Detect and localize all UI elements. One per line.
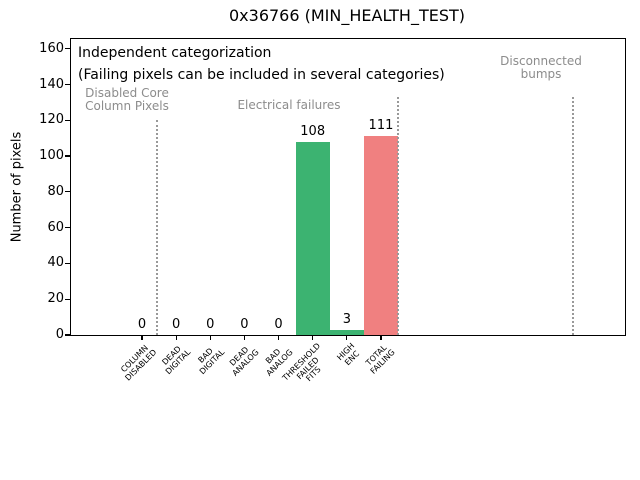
y-tick-mark	[65, 119, 70, 121]
bar	[295, 141, 330, 335]
group-caption-disconnected-bumps: Disconnected bumps	[500, 54, 582, 81]
note-annotation: Independent categorization (Failing pixe…	[78, 45, 445, 83]
x-tick-mark	[277, 335, 280, 340]
y-tick-label: 140	[39, 76, 64, 92]
y-tick-label: 20	[47, 291, 64, 307]
y-axis-label: Number of pixels	[9, 131, 25, 243]
y-tick-label: 40	[47, 255, 64, 271]
x-tick-mark	[380, 335, 382, 340]
y-tick-mark	[65, 48, 70, 50]
x-tick-mark	[209, 335, 211, 340]
y-tick-mark	[65, 155, 70, 157]
x-tick-mark	[243, 335, 245, 340]
x-tick-label: HIGH ENC	[335, 341, 362, 367]
chart-title: 0x36766 (MIN_HEALTH_TEST)	[228, 6, 466, 25]
group-separator-line	[571, 97, 574, 335]
y-tick-label: 100	[39, 148, 64, 164]
x-tick-mark	[141, 335, 143, 340]
bar-value-label: 0	[240, 317, 249, 332]
x-tick-mark	[312, 335, 314, 340]
group-caption-disabled-core: Disabled Core Column Pixels	[85, 86, 169, 113]
x-tick-label: COLUMN DISABLED	[118, 343, 158, 383]
bar-value-label: 0	[274, 317, 283, 332]
bar-value-label: 108	[300, 123, 326, 139]
y-tick-mark	[65, 227, 70, 229]
group-caption-electrical-failures: Electrical failures	[237, 98, 341, 112]
bar-value-label: 0	[206, 317, 215, 332]
x-tick-label: TOTAL FAILING	[364, 343, 397, 376]
bar	[329, 329, 364, 335]
y-tick-label: 160	[39, 40, 64, 56]
y-tick-mark	[65, 334, 70, 336]
y-tick-mark	[65, 298, 70, 300]
y-tick-label: 0	[55, 327, 64, 342]
y-tick-label: 60	[47, 219, 64, 235]
y-tick-label: 120	[39, 112, 64, 128]
y-tick-label: 80	[47, 183, 64, 199]
y-tick-mark	[65, 83, 70, 86]
bar-value-label: 3	[342, 311, 351, 327]
bar	[363, 136, 398, 335]
x-tick-label: BAD DIGITAL	[196, 346, 226, 376]
group-separator-line	[397, 97, 400, 335]
x-tick-label: DEAD DIGITAL	[160, 344, 192, 376]
bar-value-label: 0	[171, 317, 181, 332]
group-separator-line	[156, 120, 159, 335]
y-tick-mark	[65, 262, 70, 265]
x-tick-mark	[175, 335, 177, 340]
bar-value-label: 0	[137, 317, 147, 332]
y-tick-mark	[65, 191, 70, 193]
bar-value-label: 111	[368, 118, 394, 134]
x-tick-mark	[346, 335, 348, 340]
x-tick-label: DEAD ANALOG	[227, 345, 261, 378]
